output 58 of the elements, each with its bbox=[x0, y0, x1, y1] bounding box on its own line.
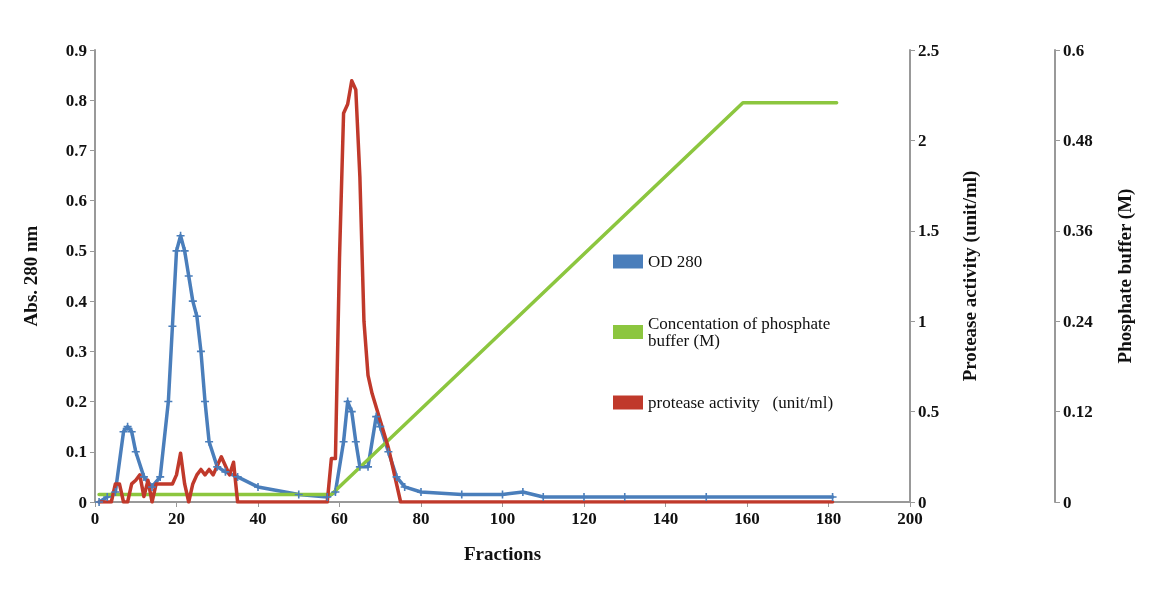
point bbox=[131, 447, 140, 456]
y3-tick-label: 0.36 bbox=[1063, 221, 1093, 241]
y-tick-label: 0.7 bbox=[65, 140, 88, 160]
y3-tick-label: 0.6 bbox=[1063, 40, 1085, 60]
y-tick-label: 0.6 bbox=[65, 191, 87, 211]
x-tick-label: 100 bbox=[489, 509, 516, 528]
point bbox=[400, 482, 409, 491]
x-tick-label: 200 bbox=[897, 509, 923, 528]
legend-label: OD 280 bbox=[648, 252, 703, 271]
y3-tick-label: 0 bbox=[1063, 492, 1072, 512]
x-tick-label: 0 bbox=[90, 509, 100, 528]
x-tick-label: 60 bbox=[331, 509, 348, 528]
point bbox=[111, 487, 120, 496]
x-axis-title: Fractions bbox=[463, 543, 542, 564]
point bbox=[180, 246, 189, 255]
y-tick-label: 0.3 bbox=[65, 341, 87, 361]
y2-tick-label: 1 bbox=[918, 311, 927, 331]
point bbox=[384, 447, 393, 456]
point bbox=[233, 472, 242, 481]
y3-axis-title: Phosphate buffer (M) bbox=[1114, 188, 1136, 364]
legend-label: Concentation of phosphate buffer (M) bbox=[648, 314, 835, 350]
point bbox=[392, 472, 401, 481]
x-tick-label: 120 bbox=[571, 509, 597, 528]
y2-tick-label: 2 bbox=[918, 130, 927, 150]
point bbox=[148, 482, 157, 491]
y2-tick-label: 0 bbox=[918, 492, 927, 512]
y-tick-label: 0 bbox=[78, 492, 87, 512]
point bbox=[103, 492, 112, 501]
point bbox=[323, 492, 332, 501]
y2-tick-label: 1.5 bbox=[918, 221, 940, 241]
point bbox=[339, 437, 348, 446]
y2-axis-title: Protease activity (unit/ml) bbox=[959, 170, 981, 382]
x-tick-label: 160 bbox=[734, 509, 760, 528]
x-tick-label: 80 bbox=[412, 509, 430, 528]
point bbox=[139, 472, 148, 481]
point bbox=[213, 462, 222, 471]
y-tick-label: 0.8 bbox=[65, 90, 87, 110]
y3-tick-label: 0.24 bbox=[1063, 311, 1094, 331]
point bbox=[184, 272, 193, 280]
y-tick-label: 0.1 bbox=[65, 442, 87, 462]
y3-tick-label: 0.48 bbox=[1063, 130, 1093, 150]
y-tick-label: 0.2 bbox=[65, 392, 87, 412]
y-tick-label: 0.5 bbox=[65, 241, 87, 261]
x-tick-label: 180 bbox=[815, 509, 842, 528]
x-tick-label: 20 bbox=[168, 509, 185, 528]
point bbox=[376, 422, 385, 431]
legend-label: protease activity (unit/ml) bbox=[648, 393, 834, 412]
point bbox=[221, 467, 230, 476]
y2-tick-label: 0.5 bbox=[918, 402, 940, 422]
y-tick-label: 0.4 bbox=[65, 291, 88, 311]
x-tick-label: 140 bbox=[652, 509, 679, 528]
point bbox=[294, 490, 303, 499]
point bbox=[331, 487, 340, 496]
y-tick-label: 0.9 bbox=[65, 40, 87, 60]
x-tick-label: 40 bbox=[249, 509, 267, 528]
y3-tick-label: 0.12 bbox=[1063, 402, 1093, 422]
y-axis-title: Abs. 280 nm bbox=[20, 225, 41, 327]
y2-tick-label: 2.5 bbox=[918, 40, 940, 60]
